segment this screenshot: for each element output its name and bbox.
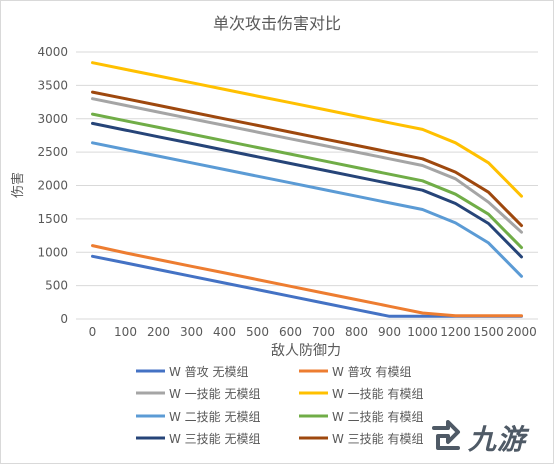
x-axis-label: 敌人防御力 [271, 343, 341, 359]
series-line-7 [91, 90, 523, 228]
y-tick-4000: 4000 [37, 45, 68, 59]
x-tick-600: 600 [279, 325, 302, 339]
x-tick-200: 200 [147, 325, 170, 339]
legend-item-5: W 二技能 有模组 [299, 410, 424, 424]
x-tick-500: 500 [246, 325, 269, 339]
series-line-6 [91, 121, 523, 259]
legend-item-1: W 普攻 有模组 [299, 365, 412, 379]
series-line-4 [91, 141, 523, 278]
series-line-0 [91, 254, 523, 318]
x-tick-800: 800 [345, 325, 368, 339]
x-tick-400: 400 [213, 325, 236, 339]
legend-item-2: W 一技能 无模组 [136, 387, 261, 401]
series-line-2 [91, 97, 523, 234]
y-tick-3500: 3500 [37, 78, 68, 92]
legend-label-7: W 三技能 有模组 [332, 432, 424, 446]
chart-title: 单次攻击伤害对比 [212, 14, 341, 33]
y-tick-1000: 1000 [37, 245, 68, 259]
legend-label-6: W 三技能 无模组 [169, 432, 261, 446]
legend-item-4: W 二技能 无模组 [136, 410, 261, 424]
legend-label-1: W 普攻 有模组 [332, 365, 412, 379]
series-lines [91, 61, 523, 318]
y-tick-1500: 1500 [37, 212, 68, 226]
legend-label-4: W 二技能 无模组 [169, 410, 261, 424]
legend-label-3: W 一技能 有模组 [332, 387, 424, 401]
y-tick-labels: 0 500 1000 1500 2000 2500 3000 3500 4000 [37, 45, 68, 326]
gridlines [76, 51, 538, 320]
series-line-5 [91, 112, 523, 250]
watermark-logo: 九游 [428, 416, 546, 458]
x-tick-1500: 1500 [473, 325, 504, 339]
legend-item-3: W 一技能 有模组 [299, 387, 424, 401]
x-tick-labels: 0 100 200 300 400 500 600 700 800 900 1000 1200 1500… [89, 325, 537, 339]
y-axis-label: 伤害 [10, 172, 26, 198]
y-tick-0: 0 [60, 312, 68, 326]
legend-label-5: W 二技能 有模组 [332, 410, 424, 424]
y-tick-2000: 2000 [37, 179, 68, 193]
x-tick-100: 100 [114, 325, 137, 339]
x-tick-0: 0 [89, 325, 97, 339]
x-tick-900: 900 [378, 325, 401, 339]
x-tick-300: 300 [180, 325, 203, 339]
legend-label-0: W 普攻 无模组 [169, 365, 249, 379]
series-line-1 [91, 244, 523, 318]
x-tick-700: 700 [312, 325, 335, 339]
y-tick-2500: 2500 [37, 145, 68, 159]
legend: W 普攻 无模组 W 普攻 有模组 W 一技能 无模组 W 一技能 有模组 W 二技能 … [136, 365, 424, 446]
x-tick-1000: 1000 [407, 325, 438, 339]
legend-item-0: W 普攻 无模组 [136, 365, 249, 379]
jiuyou-logo-icon [432, 420, 460, 450]
y-tick-500: 500 [45, 279, 68, 293]
legend-item-6: W 三技能 无模组 [136, 432, 261, 446]
y-tick-3000: 3000 [37, 112, 68, 126]
x-tick-2000: 2000 [506, 325, 537, 339]
series-line-3 [91, 61, 523, 198]
legend-item-7: W 三技能 有模组 [299, 432, 424, 446]
x-tick-1200: 1200 [440, 325, 471, 339]
watermark-text: 九游 [468, 423, 527, 456]
legend-label-2: W 一技能 无模组 [169, 387, 261, 401]
